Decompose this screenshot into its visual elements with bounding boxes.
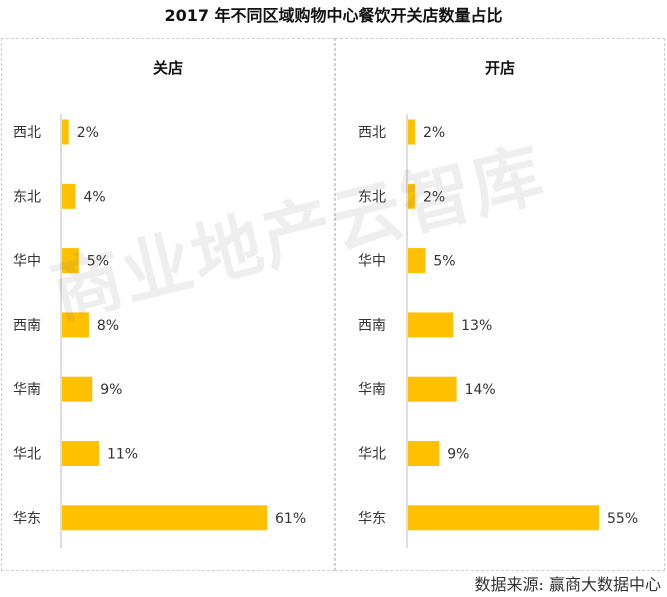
closing-category-label: 西北 xyxy=(13,125,41,141)
opening-value-label: 5% xyxy=(433,254,455,270)
opening-bar xyxy=(408,248,426,274)
closing-value-label: 61% xyxy=(275,511,306,527)
closing-bar xyxy=(62,376,93,402)
opening-category-label: 东北 xyxy=(358,189,386,205)
closing-value-label: 4% xyxy=(83,189,105,205)
closing-value-label: 5% xyxy=(87,254,109,270)
opening-value-label: 9% xyxy=(447,447,469,463)
closing-bar xyxy=(62,248,79,274)
opening-bar xyxy=(408,312,454,338)
closing-value-label: 8% xyxy=(97,318,119,334)
opening-bar xyxy=(408,505,599,531)
opening-category-label: 西南 xyxy=(358,318,386,334)
opening-category-label: 华南 xyxy=(358,382,386,398)
opening-bar xyxy=(408,183,415,209)
chart-title: 2017 年不同区域购物中心餐饮开关店数量占比 xyxy=(164,6,503,25)
closing-bar xyxy=(62,183,76,209)
closing-category-label: 西南 xyxy=(13,318,41,334)
closing-category-label: 东北 xyxy=(13,189,41,205)
closing-bar xyxy=(62,119,69,145)
closing-bar xyxy=(62,505,267,531)
opening-bar xyxy=(408,441,440,466)
closing-category-label: 华中 xyxy=(13,254,41,270)
closing-category-label: 华南 xyxy=(13,382,41,398)
closing-value-label: 11% xyxy=(107,447,138,463)
closing-value-label: 2% xyxy=(77,125,99,141)
source-note: 数据来源: 赢商大数据中心 xyxy=(474,575,661,594)
closing-category-label: 华东 xyxy=(13,511,41,527)
opening-panel: 开店 西北 2% 东北 2% 华中 5% 西南 13% 华南 14% 华北 9% 华东 55% xyxy=(335,38,665,571)
opening-category-label: 华北 xyxy=(358,447,386,463)
opening-category-label: 华东 xyxy=(358,511,386,527)
opening-category-label: 华中 xyxy=(358,254,386,270)
opening-bar xyxy=(408,376,457,402)
opening-bar-chart: 西北 2% 东北 2% 华中 5% 西南 13% 华南 14% 华北 9% 华东 55% xyxy=(358,114,638,549)
opening-category-label: 西北 xyxy=(358,125,386,141)
closing-panel: 关店 西北 2% 东北 4% 华中 5% 西南 8% 华南 9% 华北 11% 华东 61% xyxy=(1,38,335,571)
opening-value-label: 2% xyxy=(423,189,445,205)
opening-value-label: 2% xyxy=(423,125,445,141)
panel-title-closing: 关店 xyxy=(152,59,183,77)
opening-bar xyxy=(408,119,415,145)
opening-value-label: 55% xyxy=(607,511,638,527)
closing-bar-chart: 西北 2% 东北 4% 华中 5% 西南 8% 华南 9% 华北 11% 华东 61% xyxy=(13,114,306,549)
panel-title-opening: 开店 xyxy=(484,59,515,77)
opening-value-label: 14% xyxy=(465,382,496,398)
closing-bar xyxy=(62,441,99,466)
opening-value-label: 13% xyxy=(461,318,492,334)
closing-value-label: 9% xyxy=(100,382,122,398)
closing-bar xyxy=(62,312,89,338)
closing-category-label: 华北 xyxy=(13,447,41,463)
